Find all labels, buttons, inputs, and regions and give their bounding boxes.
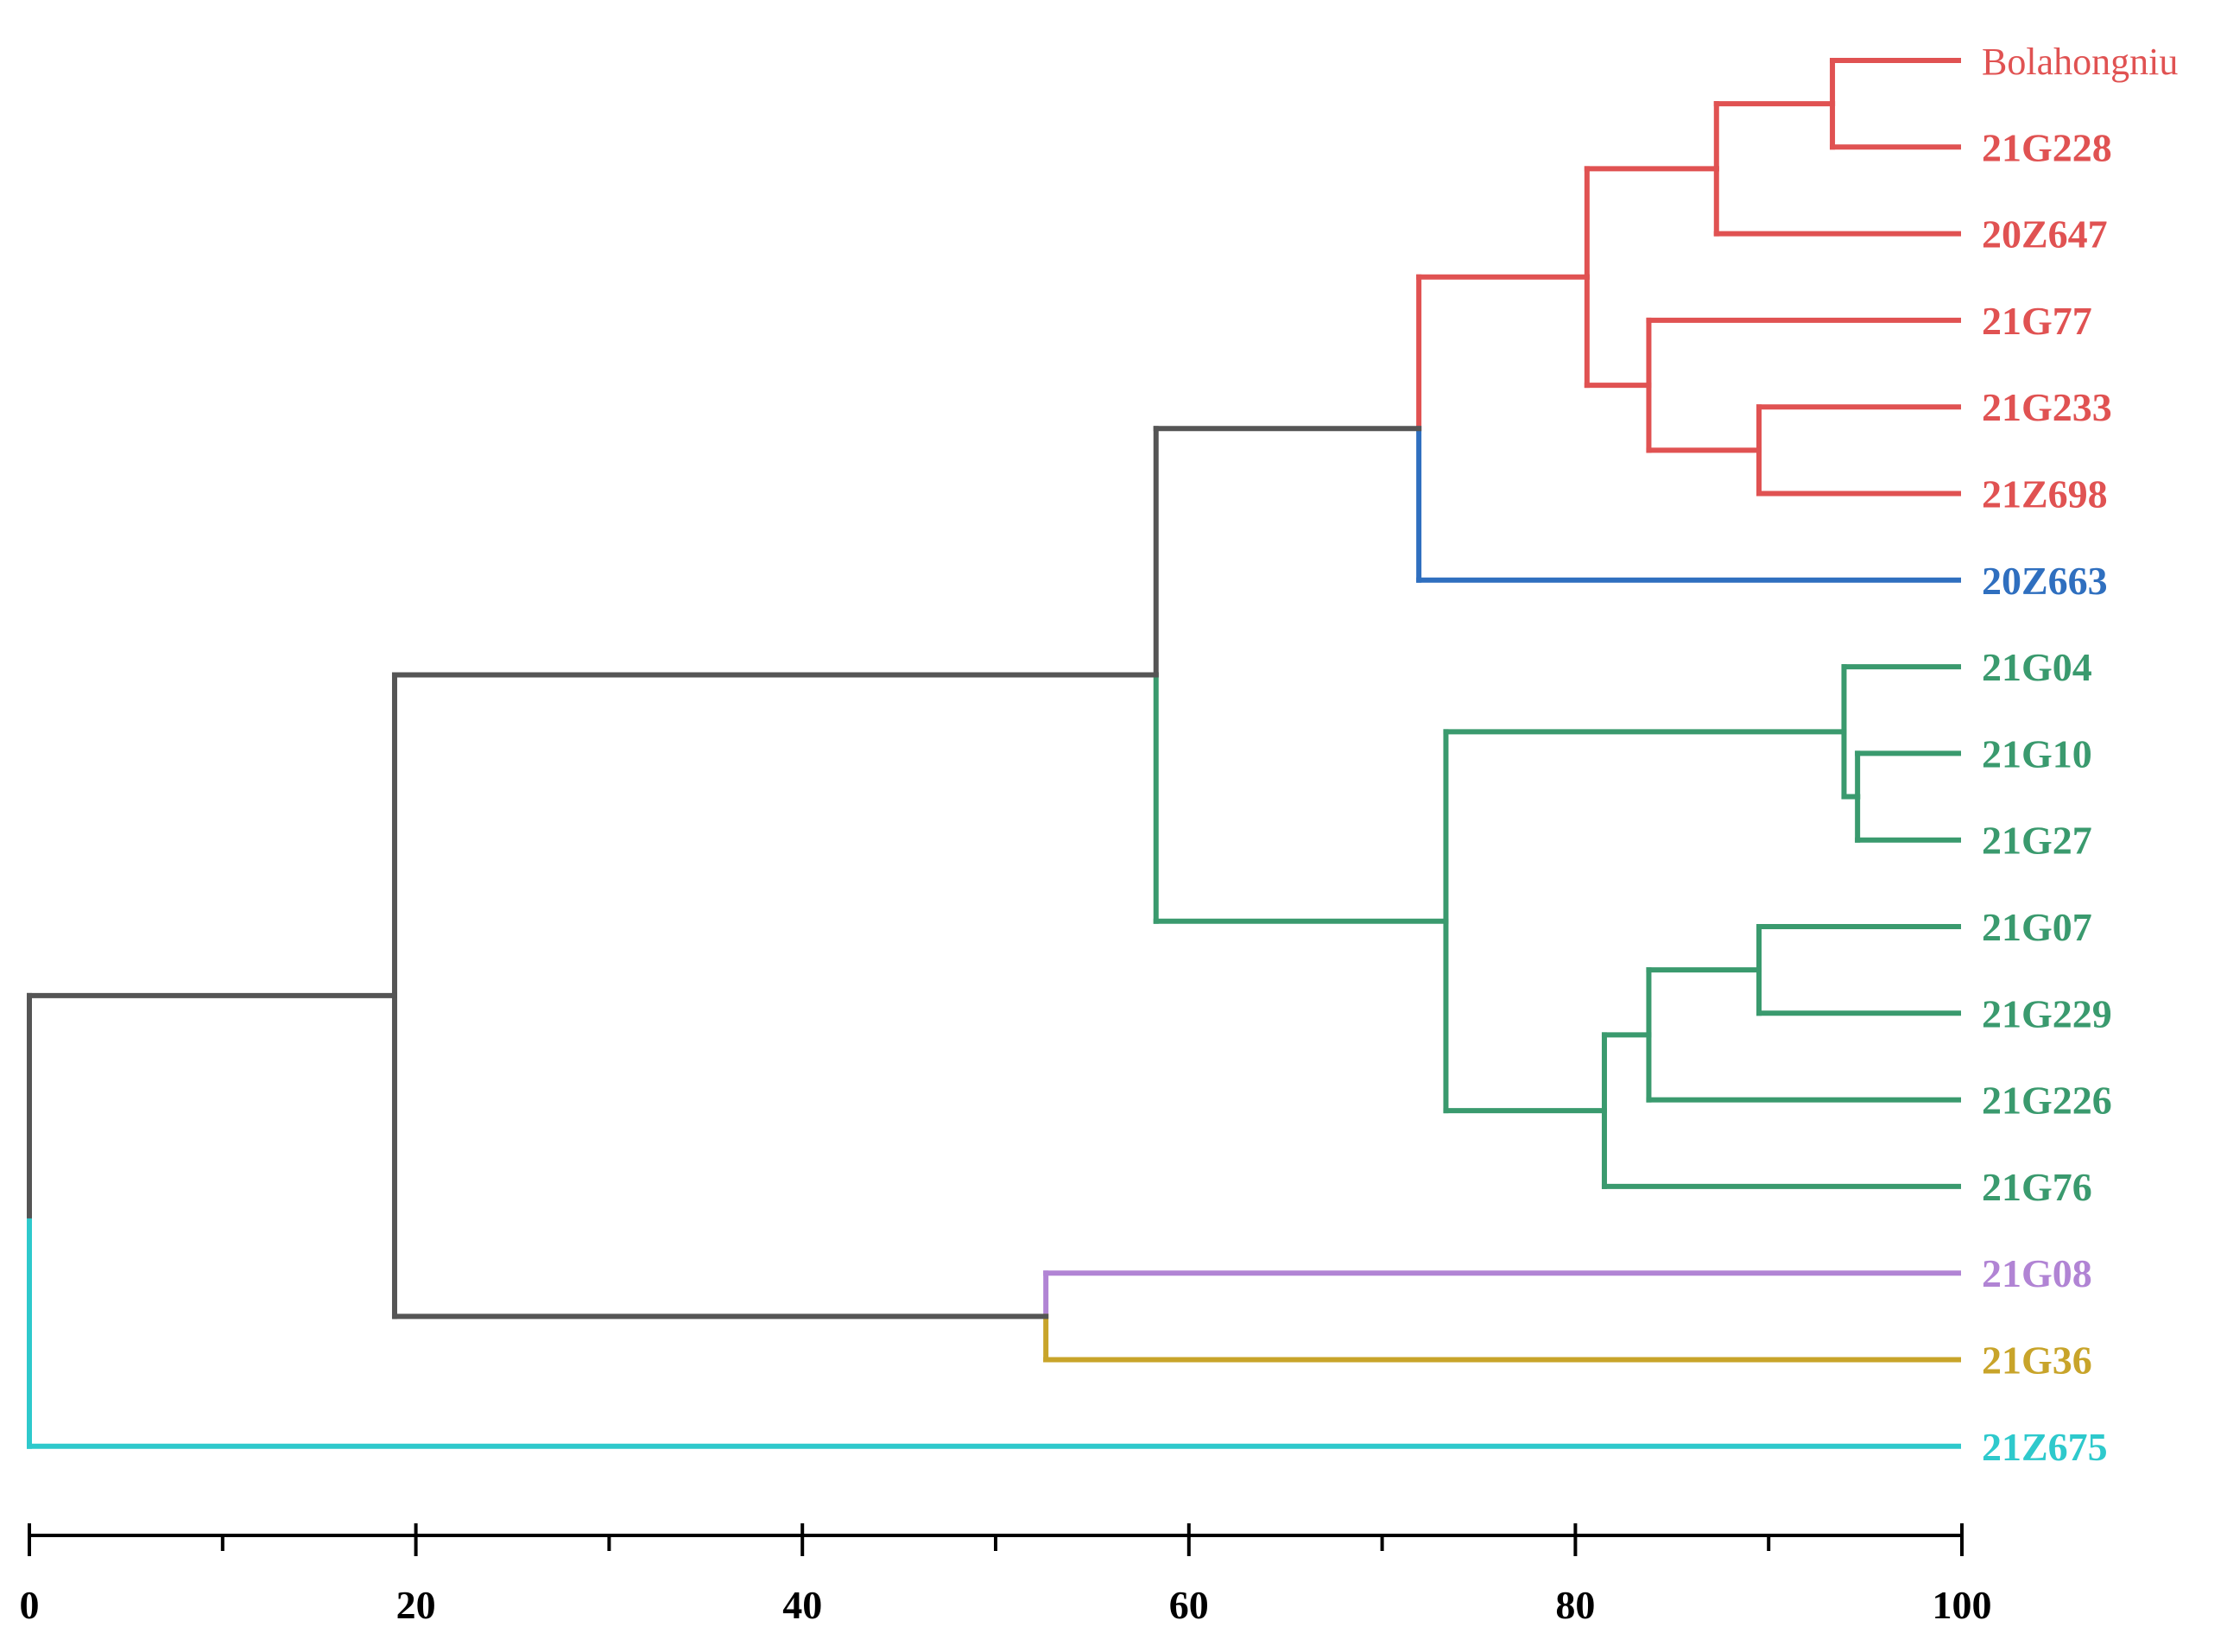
x-axis: 0 20 40 60 80 100 [20,1523,1992,1627]
leaf-label-21g10: 21G10 [1982,731,2092,775]
x-tick-label-80: 80 [1555,1583,1595,1627]
tree-branches [27,58,1961,1449]
x-tick-label-100: 100 [1933,1583,1992,1627]
leaf-label-21g76: 21G76 [1982,1165,2092,1209]
leaf-label-21z675: 21Z675 [1982,1425,2108,1469]
x-tick-label-60: 60 [1169,1583,1209,1627]
leaf-label-21g08: 21G08 [1982,1251,2092,1295]
leaf-label-21g233: 21G233 [1982,385,2112,429]
leaf-label-21z698: 21Z698 [1982,472,2108,516]
leaf-label-20z647: 20Z647 [1982,212,2108,256]
x-tick-label-0: 0 [20,1583,40,1627]
leaf-label-21g228: 21G228 [1982,125,2112,169]
leaf-label-21g229: 21G229 [1982,991,2112,1035]
leaf-label-21g04: 21G04 [1982,645,2092,689]
leaf-label-21g36: 21G36 [1982,1339,2092,1383]
leaf-label-20z663: 20Z663 [1982,559,2108,603]
leaf-label-bolahongniu: Bolahongniu [1982,41,2178,83]
leaf-label-21g07: 21G07 [1982,905,2092,949]
leaf-label-21g27: 21G27 [1982,819,2092,863]
leaf-label-21g77: 21G77 [1982,299,2092,343]
leaf-labels: Bolahongniu 21G228 20Z647 21G77 21G233 21Z698… [1982,41,2178,1469]
leaf-label-21g226: 21G226 [1982,1079,2112,1123]
x-tick-label-20: 20 [396,1583,436,1627]
x-tick-label-40: 40 [782,1583,822,1627]
